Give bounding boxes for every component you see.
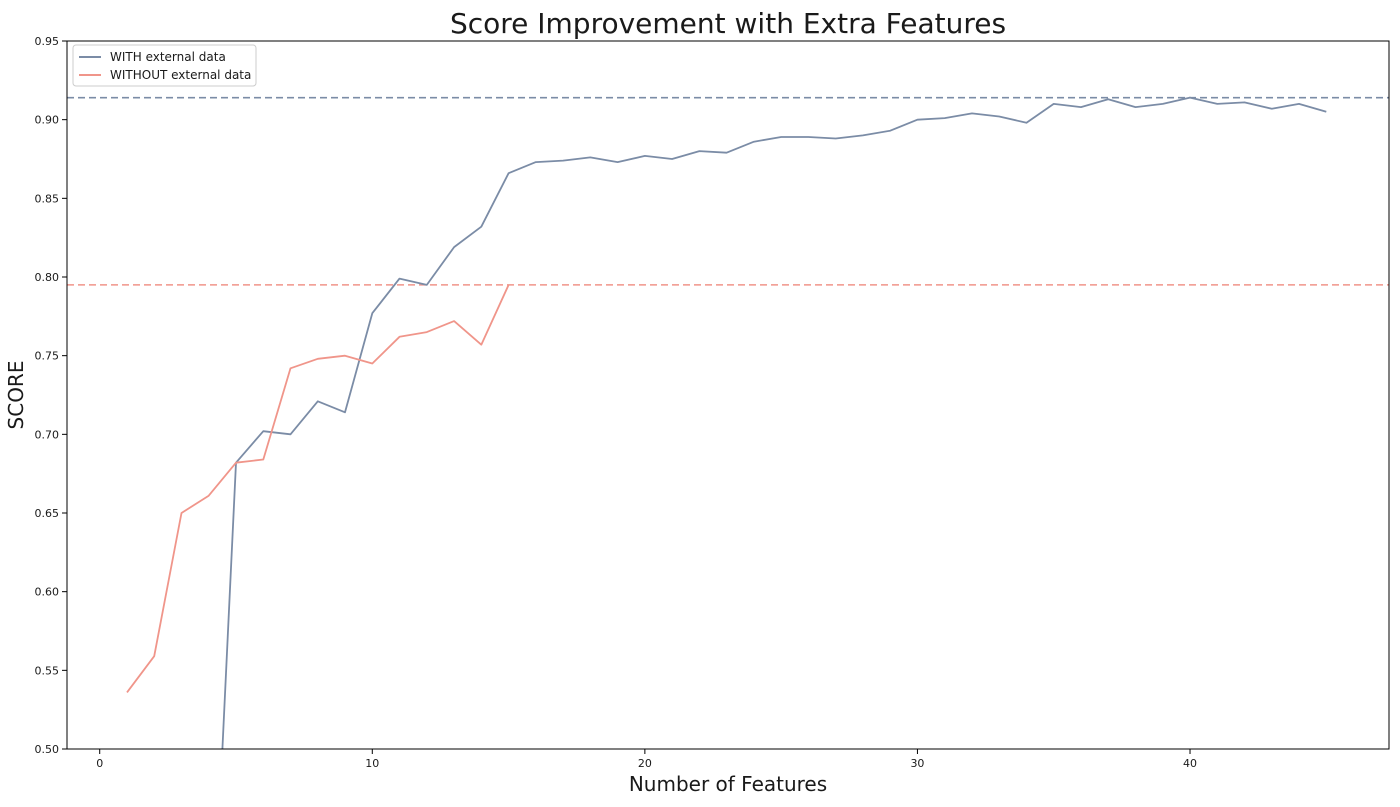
- x-tick-label: 10: [365, 757, 379, 770]
- x-tick-label: 0: [96, 757, 103, 770]
- chart-title: Score Improvement with Extra Features: [450, 7, 1006, 40]
- y-tick-label: 0.90: [35, 114, 60, 127]
- y-axis-label: SCORE: [4, 361, 28, 430]
- y-tick-label: 0.85: [35, 192, 60, 205]
- y-tick-label: 0.50: [35, 743, 60, 756]
- x-tick-label: 40: [1183, 757, 1197, 770]
- y-tick-label: 0.60: [35, 586, 60, 599]
- plot-area-frame: [66, 40, 1390, 750]
- axis-ticks: 0 10 20 30 40 0.50 0.55 0.60 0.65 0.70 0.75 0.80 0.8…: [35, 35, 1198, 770]
- series-lines: [126, 96, 1327, 750]
- legend-label-with: WITH external data: [110, 50, 226, 64]
- y-tick-label: 0.70: [35, 428, 60, 441]
- x-tick-label: 20: [638, 757, 652, 770]
- x-tick-label: 30: [910, 757, 924, 770]
- y-tick-label: 0.75: [35, 350, 60, 363]
- y-tick-label: 0.95: [35, 35, 60, 48]
- reference-lines: [67, 96, 1389, 286]
- x-axis-label: Number of Features: [629, 772, 827, 796]
- legend-label-without: WITHOUT external data: [110, 68, 251, 82]
- y-tick-label: 0.55: [35, 664, 60, 677]
- y-tick-label: 0.80: [35, 271, 60, 284]
- y-tick-label: 0.65: [35, 507, 60, 520]
- legend: WITH external data WITHOUT external data: [72, 44, 257, 87]
- series-line-with-external-data: [221, 96, 1327, 750]
- legend-box: [72, 44, 257, 87]
- series-line-without-external-data: [126, 284, 510, 693]
